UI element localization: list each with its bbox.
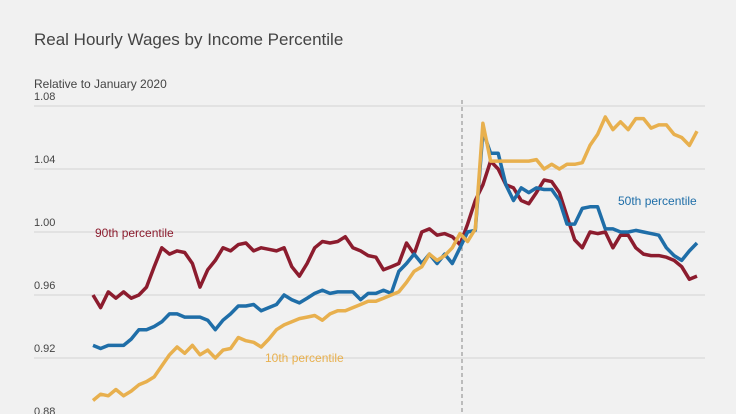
- chart-title: Real Hourly Wages by Income Percentile: [34, 30, 343, 49]
- y-tick-label: 1.00: [34, 217, 55, 229]
- series-line: [91, 115, 699, 402]
- series-label: 50th percentile: [618, 194, 697, 208]
- chart-subtitle: Relative to January 2020: [34, 77, 167, 91]
- series-label: 90th percentile: [95, 226, 174, 240]
- y-tick-label: 1.08: [34, 91, 55, 103]
- y-tick-label: 0.92: [34, 343, 55, 355]
- series-label: 10th percentile: [265, 351, 344, 365]
- y-tick-label: 1.04: [34, 154, 55, 166]
- y-tick-label: 0.96: [34, 280, 55, 292]
- series-line: [91, 159, 698, 310]
- y-tick-label: 0.88: [34, 406, 55, 414]
- series-line: [92, 129, 699, 351]
